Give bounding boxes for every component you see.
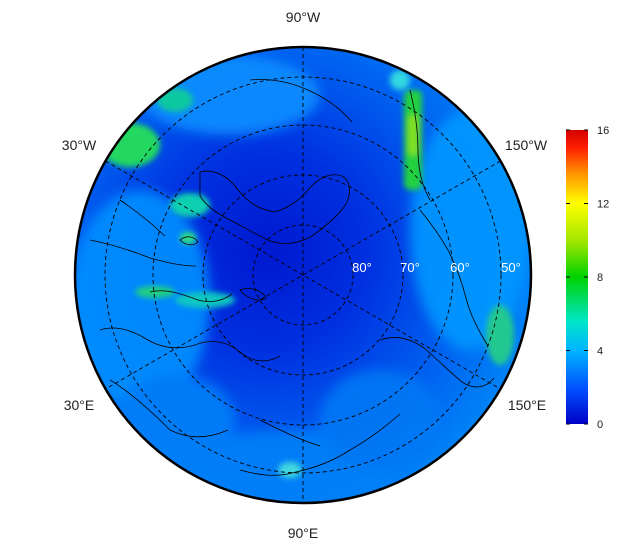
map-field	[75, 47, 531, 503]
colorbar-tick-16: 16	[597, 125, 609, 137]
colorbar: 16 12 8 4 0	[566, 125, 609, 431]
lon-label-150e: 150°E	[508, 397, 546, 413]
lat-label-70: 70°	[400, 260, 420, 275]
lat-label-60: 60°	[450, 260, 470, 275]
colorbar-gradient	[566, 130, 588, 424]
map-border	[73, 45, 533, 505]
lat-label-80: 80°	[352, 260, 372, 275]
colorbar-tick-0: 0	[597, 419, 603, 431]
lon-label-150w: 150°W	[505, 137, 548, 153]
lat-label-50: 50°	[501, 260, 521, 275]
colorbar-tick-4: 4	[597, 346, 603, 358]
colorbar-tick-8: 8	[597, 272, 603, 284]
colorbar-tick-12: 12	[597, 199, 609, 211]
coastlines	[89, 79, 495, 476]
lon-label-90e: 90°E	[288, 525, 319, 541]
lon-label-90w: 90°W	[286, 9, 321, 25]
graticule	[104, 47, 502, 503]
lon-label-30e: 30°E	[64, 397, 95, 413]
lon-label-30w: 30°W	[62, 137, 97, 153]
